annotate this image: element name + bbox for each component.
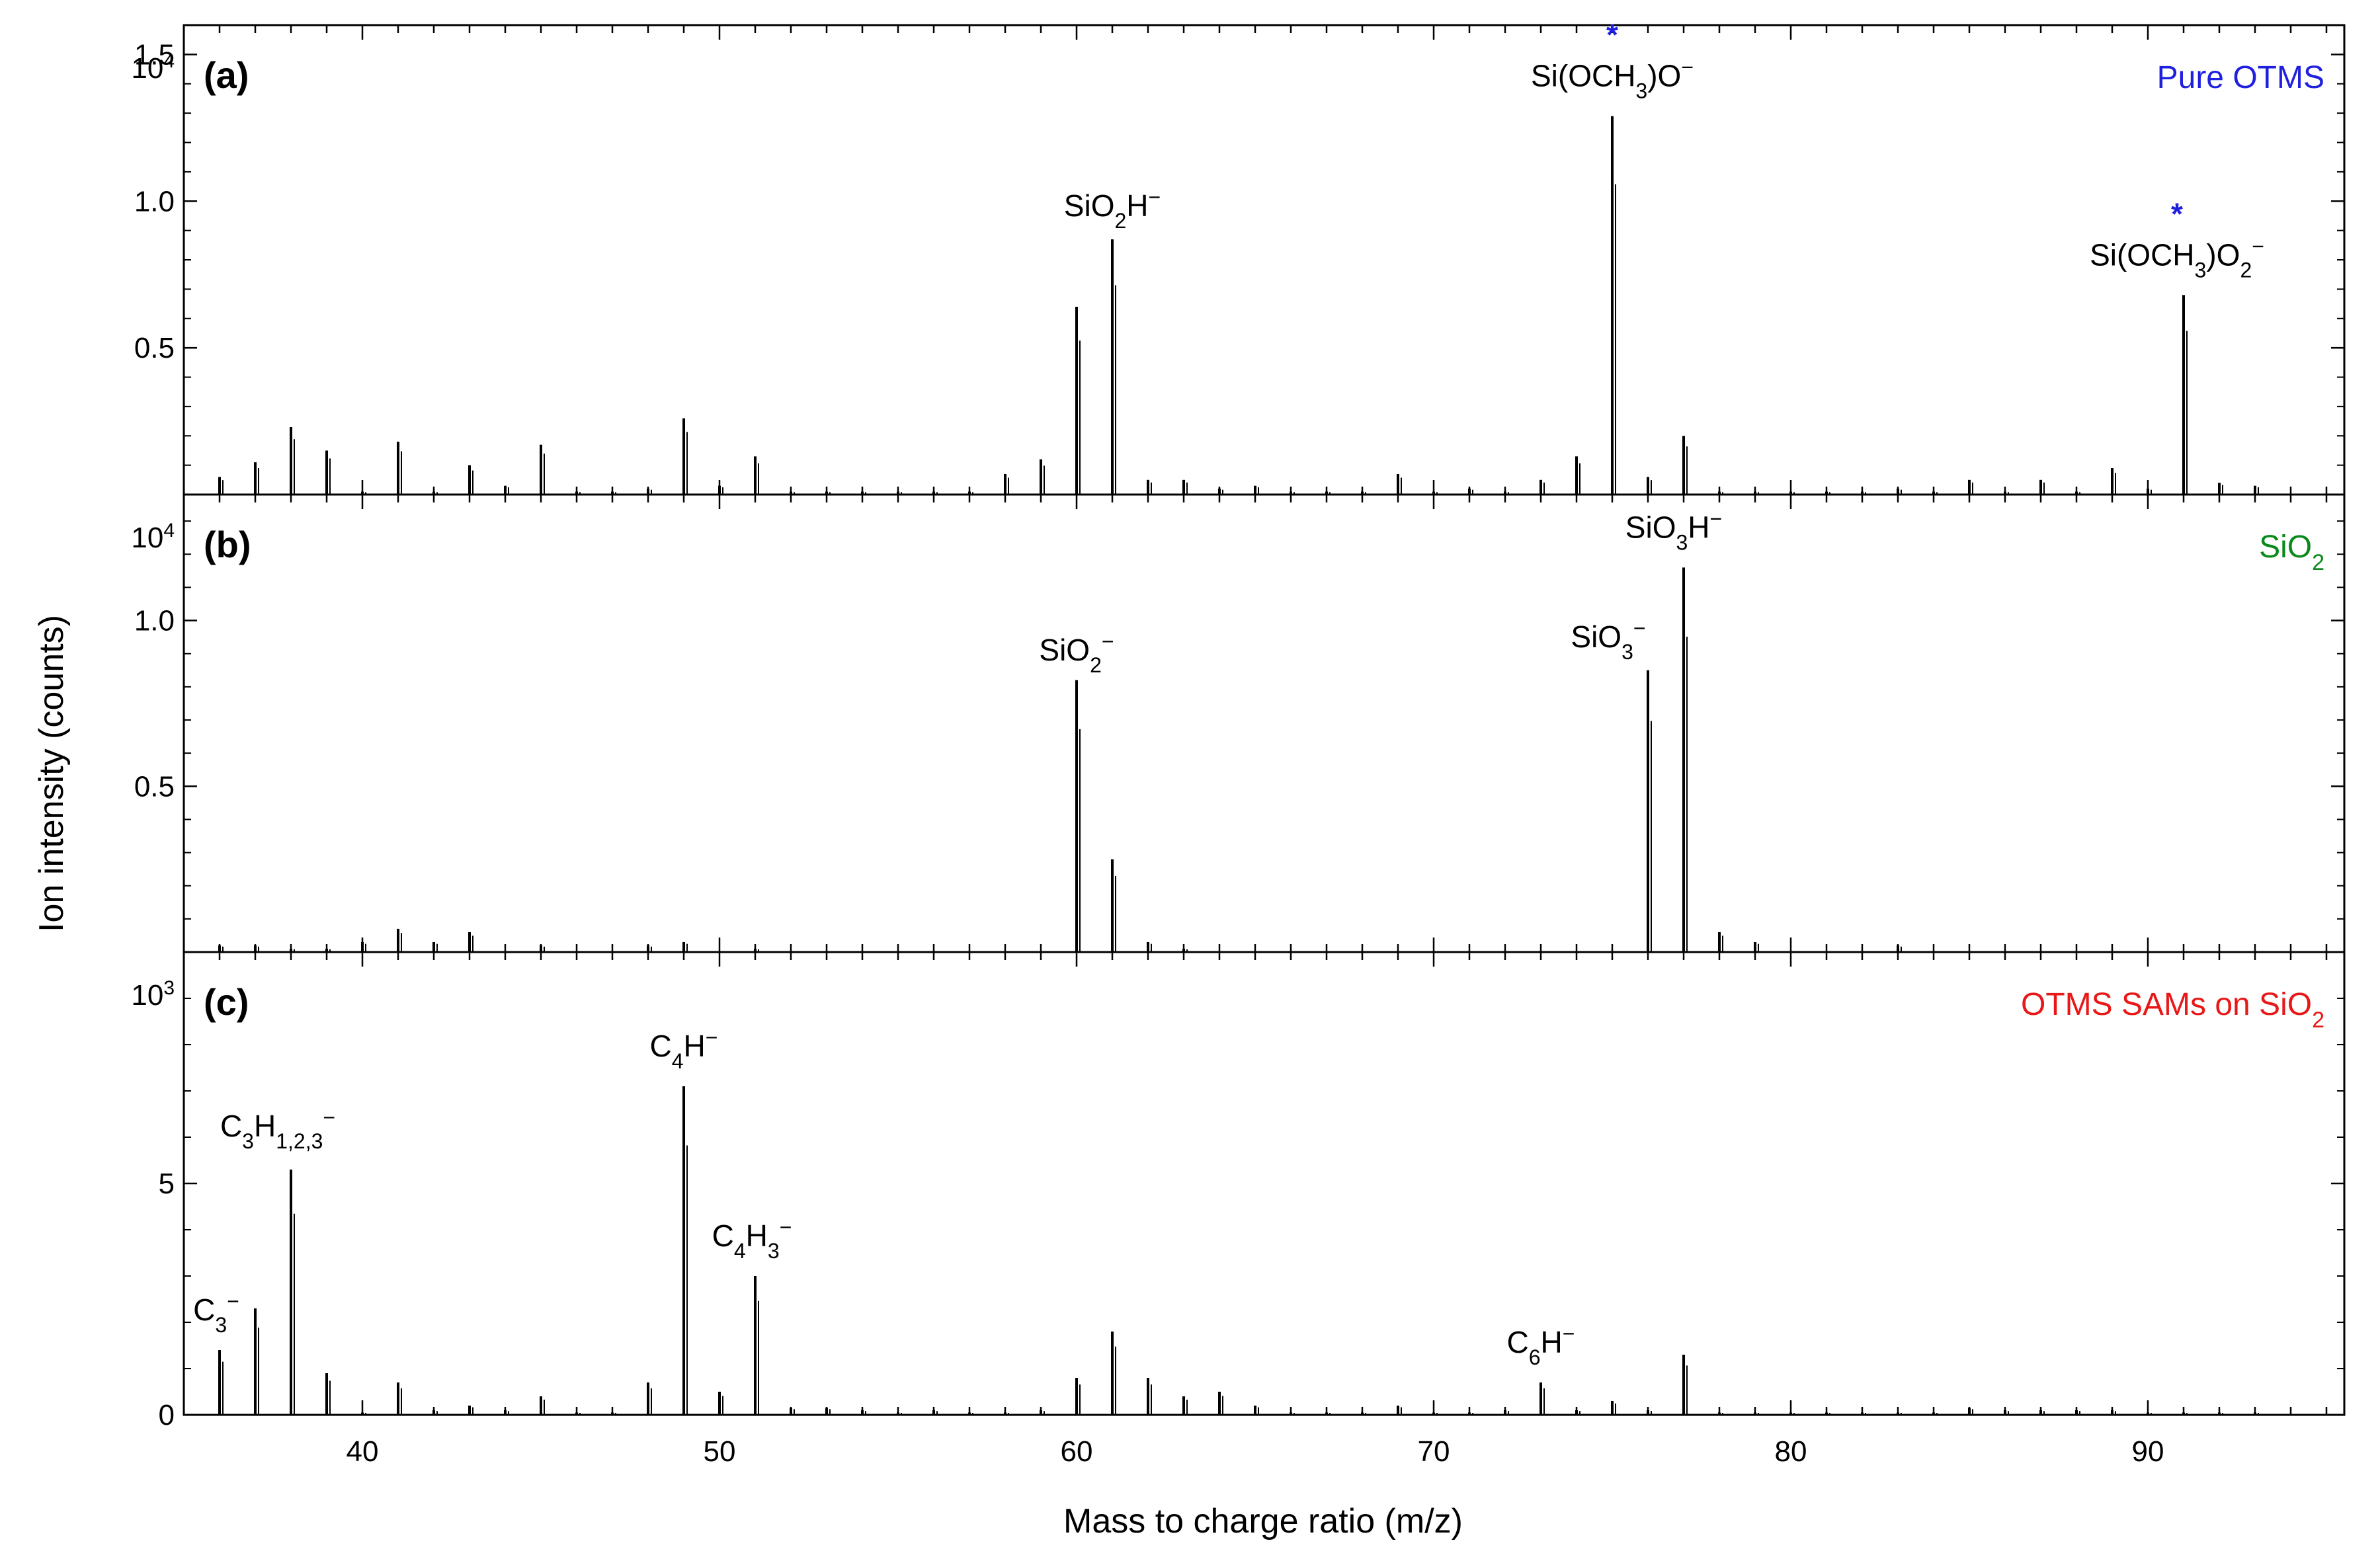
peak-label-superscript: −	[1102, 629, 1114, 653]
peak-label-superscript: −	[1633, 616, 1646, 640]
peak-label-subscript: 3	[1676, 530, 1688, 554]
panel-frame	[183, 24, 2346, 496]
peak-label: SiO2H−	[1064, 185, 1161, 233]
x-tick-label: 90	[2132, 1435, 2164, 1468]
peak-label: SiO2−	[1039, 629, 1114, 677]
peak-label-base: C	[650, 1029, 672, 1063]
x-tick-label: 50	[704, 1435, 736, 1468]
peak-label-tail: H	[746, 1218, 768, 1253]
y-tick-label: 0.5	[134, 332, 175, 364]
sample-label: OTMS SAMs on SiO2	[2021, 987, 2324, 1033]
peak-label-subscript-2: 3	[768, 1239, 780, 1263]
peak-label-subscript: 2	[1114, 209, 1126, 233]
peak-label-base: SiO	[1064, 188, 1115, 223]
peak-label-base: C	[193, 1293, 215, 1327]
x-tick-label: 80	[1775, 1435, 1807, 1468]
y-tick-label: 1.5	[134, 38, 175, 71]
exponent-base: 10	[131, 522, 163, 554]
peak-marker-asterisk: *	[1606, 18, 1618, 52]
peak-label-superscript: −	[1710, 506, 1723, 530]
peak-label-tail: H	[1688, 510, 1709, 544]
peak-label-subscript: 3	[1635, 79, 1647, 103]
sample-label: SiO2	[2259, 530, 2324, 575]
peak-label-base: Si(OCH	[1531, 59, 1635, 93]
peak-label-superscript: −	[2252, 234, 2264, 258]
peak-label-subscript: 4	[734, 1239, 746, 1263]
peak-label-base: SiO	[1625, 510, 1676, 544]
y-tick-label: 1.0	[134, 185, 175, 218]
peak-label-subscript: 3	[2195, 258, 2207, 282]
peak-label-base: C	[712, 1218, 734, 1253]
panel-id-label: (c)	[204, 981, 249, 1023]
peak-label: C6H−	[1507, 1322, 1575, 1369]
peak-label-subscript-2: 2	[2240, 258, 2252, 282]
peak-label-subscript: 3	[1621, 640, 1633, 664]
x-tick-label: 70	[1418, 1435, 1450, 1468]
exponent-power: 4	[163, 520, 175, 541]
peak-label-tail: H	[684, 1029, 706, 1063]
panel-id-label: (a)	[204, 54, 249, 96]
peak-label: SiO3−	[1571, 616, 1645, 664]
peak-label-tail: H	[254, 1109, 276, 1143]
peak-label-base: SiO	[1039, 633, 1090, 667]
y-axis-title: Ion intensity (counts)	[32, 615, 71, 932]
peak-label: C3−	[193, 1289, 239, 1337]
peak-label-tail: )O	[2206, 237, 2240, 272]
panel-frame	[183, 951, 2346, 1416]
x-tick-label: 60	[1061, 1435, 1093, 1468]
peak-label-subscript: 3	[242, 1129, 254, 1153]
peak-label: C3H1,2,3−	[220, 1105, 335, 1153]
y-tick-label: 5	[159, 1168, 175, 1200]
peak-label-base: SiO	[1571, 619, 1621, 654]
peak-label: C4H−	[650, 1025, 718, 1073]
peak-label-subscript: 6	[1529, 1345, 1541, 1369]
peak-label-base: C	[1507, 1325, 1529, 1359]
y-tick-label: 1.0	[134, 605, 175, 637]
y-exponent-label: 104	[131, 520, 175, 555]
peak-label-superscript: −	[780, 1215, 792, 1239]
peak-label-tail: )O	[1647, 59, 1681, 93]
peak-label-tail: H	[1541, 1325, 1563, 1359]
peak-label-subscript-2: 1,2,3	[276, 1129, 323, 1153]
exponent-power: 4	[163, 50, 175, 72]
sample-base: OTMS SAMs on SiO	[2021, 987, 2312, 1022]
peak-label-subscript: 4	[672, 1049, 684, 1073]
peak-label: Si(OCH3)O2−	[2090, 234, 2264, 282]
y-exponent-label: 103	[131, 977, 175, 1012]
peak-label-subscript: 3	[215, 1313, 227, 1337]
peak-label-base: C	[220, 1109, 242, 1143]
exponent-base: 10	[131, 52, 163, 85]
sample-base: SiO	[2259, 530, 2312, 565]
peak-label-superscript: −	[323, 1105, 335, 1129]
peak-label-superscript: −	[227, 1289, 239, 1313]
peak-label-tail: H	[1126, 188, 1148, 223]
peak-label-subscript: 2	[1090, 653, 1102, 677]
x-axis-title: Mass to charge ratio (m/z)	[1063, 1502, 1463, 1540]
sample-subscript: 2	[2312, 550, 2324, 575]
peak-marker-asterisk: *	[2171, 196, 2183, 231]
peak-label: SiO3H−	[1625, 506, 1722, 554]
x-tick-label: 40	[347, 1435, 379, 1468]
exponent-power: 3	[163, 977, 175, 999]
peak-label-superscript: −	[1563, 1322, 1575, 1345]
sample-label: Pure OTMS	[2157, 60, 2324, 95]
exponent-base: 10	[131, 979, 163, 1012]
sample-subscript: 2	[2312, 1008, 2324, 1033]
y-tick-label: 0.5	[134, 770, 175, 803]
peak-label-superscript: −	[706, 1025, 718, 1049]
panel-frame	[183, 493, 2346, 953]
panel-id-label: (b)	[204, 524, 251, 565]
peak-label-superscript: −	[1681, 56, 1694, 79]
y-exponent-label: 104	[131, 50, 175, 85]
peak-label: Si(OCH3)O−	[1531, 56, 1694, 103]
y-tick-label: 0	[159, 1399, 175, 1431]
peak-label: C4H3−	[712, 1215, 792, 1263]
peak-label-superscript: −	[1149, 185, 1161, 209]
peak-label-base: Si(OCH	[2090, 237, 2194, 272]
